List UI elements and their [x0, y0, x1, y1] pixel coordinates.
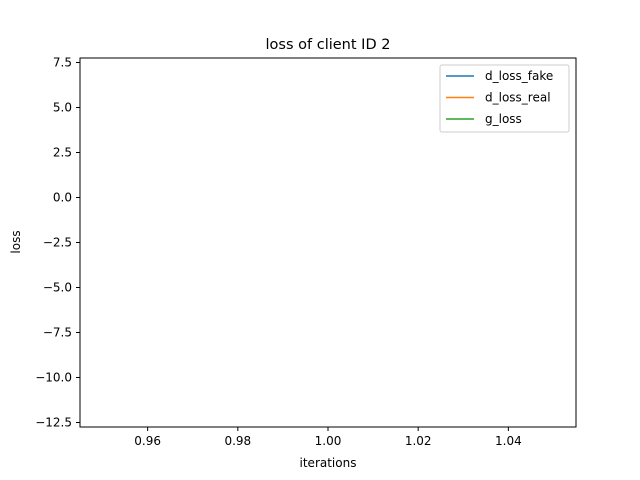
x-tick-label: 1.02: [405, 434, 432, 448]
y-tick-label: −10.0: [35, 371, 72, 385]
chart-title: loss of client ID 2: [266, 37, 391, 53]
x-tick-label: 1.04: [495, 434, 522, 448]
y-tick-label: −12.5: [35, 416, 72, 430]
x-tick-label: 0.98: [224, 434, 251, 448]
y-tick-label: 5.0: [53, 101, 72, 115]
legend-label: d_loss_fake: [485, 69, 553, 83]
x-axis-ticks: 0.96 0.98 1.00 1.02 1.04: [134, 427, 522, 448]
legend-box: [439, 64, 570, 133]
y-tick-label: −5.0: [43, 281, 72, 295]
y-tick-label: 2.5: [53, 146, 72, 160]
y-axis-label: loss: [9, 230, 23, 253]
x-tick-label: 0.96: [134, 434, 161, 448]
x-axis-label: iterations: [300, 456, 357, 470]
y-tick-label: 0.0: [53, 191, 72, 205]
x-tick-label: 1.00: [315, 434, 342, 448]
y-axis-ticks: 7.5 5.0 2.5 0.0 −2.5 −5.0 −7.5 −10.0 −12.5: [35, 56, 80, 430]
y-tick-label: −2.5: [43, 236, 72, 250]
legend: d_loss_fake d_loss_real g_loss: [439, 64, 570, 133]
y-tick-label: −7.5: [43, 326, 72, 340]
legend-label: g_loss: [485, 112, 522, 126]
y-tick-label: 7.5: [53, 56, 72, 70]
legend-label: d_loss_real: [485, 91, 551, 105]
